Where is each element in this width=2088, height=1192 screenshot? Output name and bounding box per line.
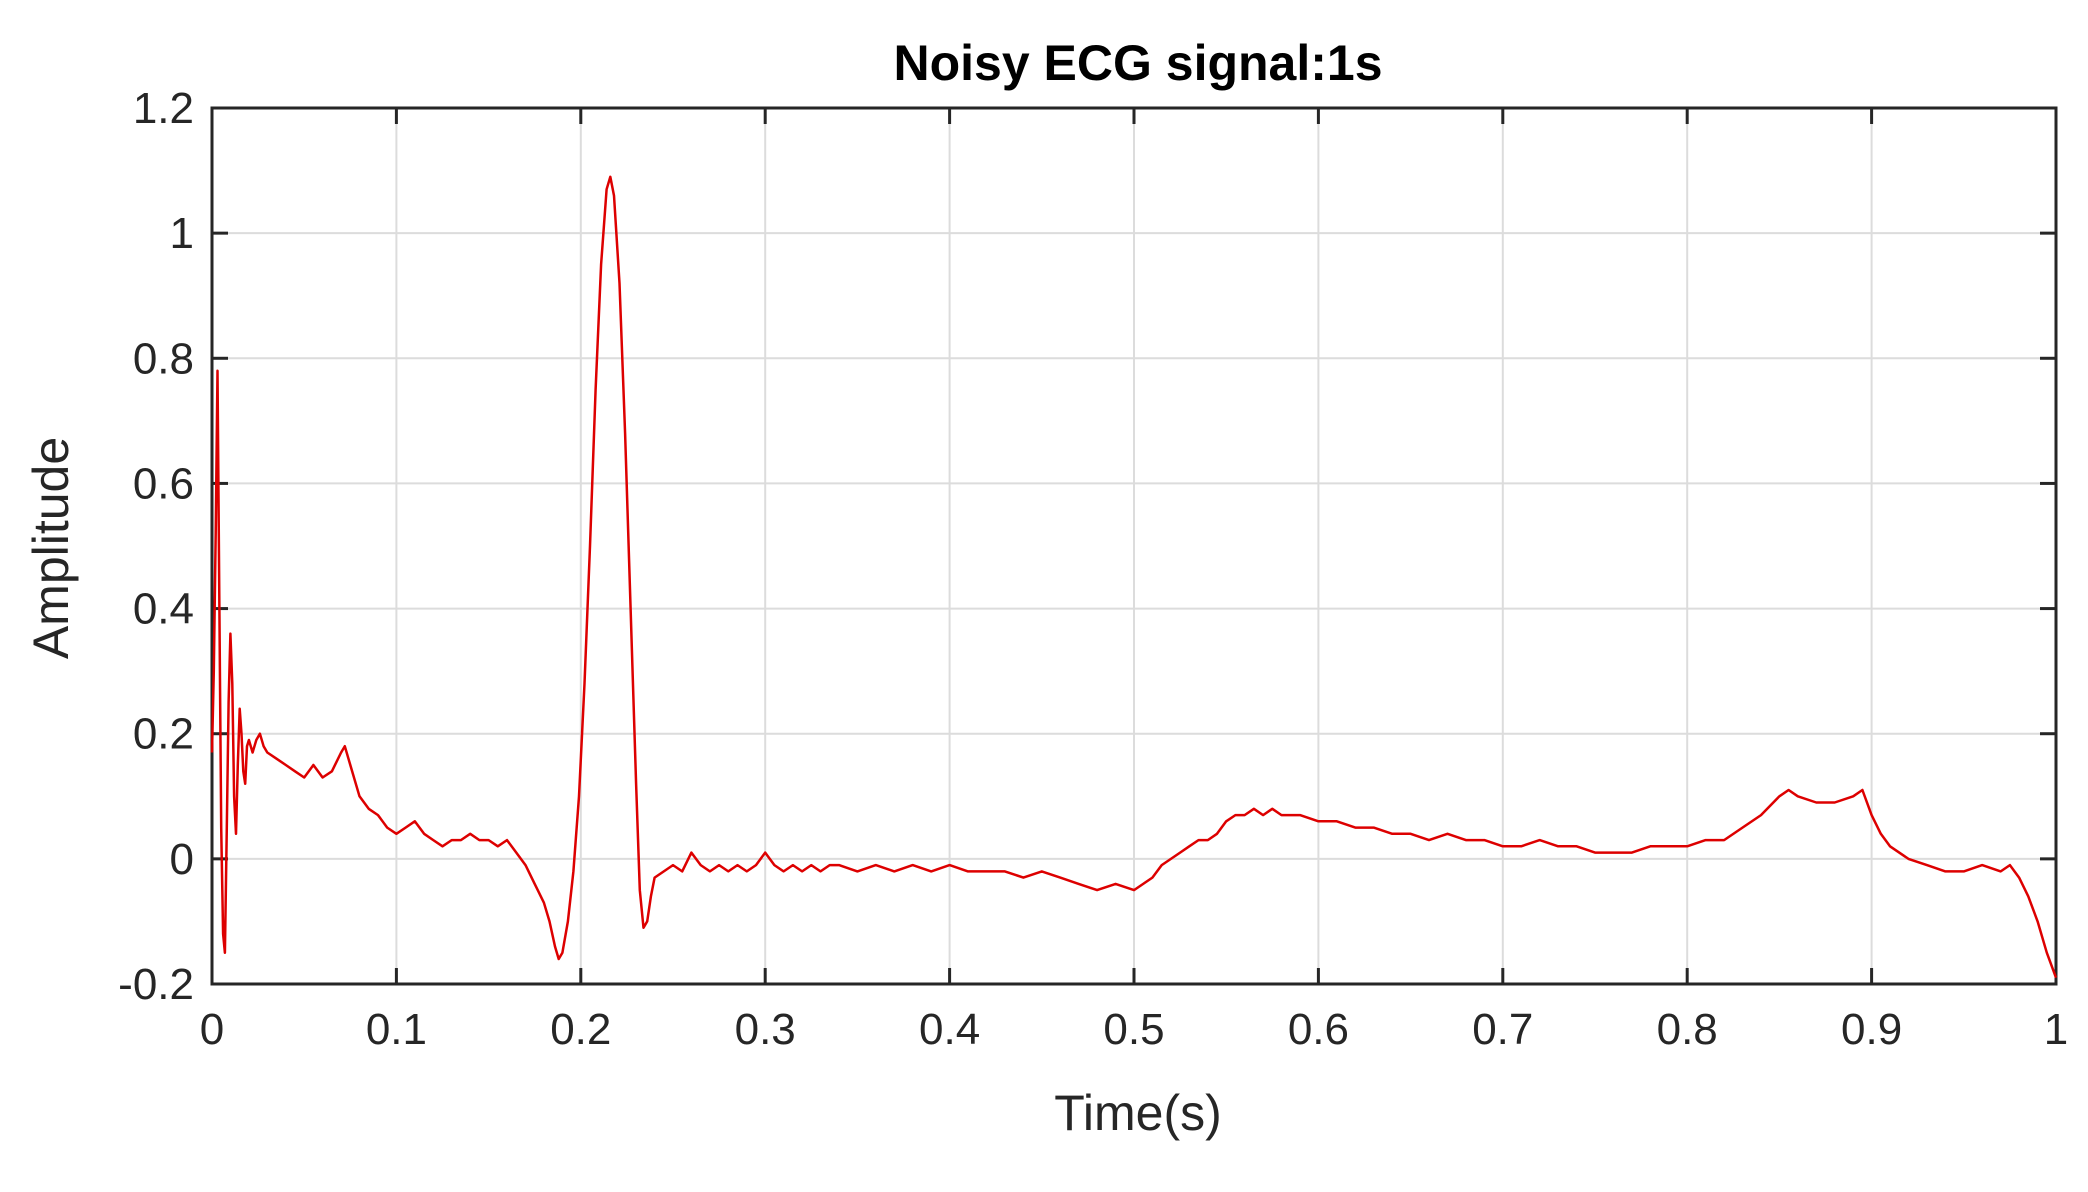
y-tick-label: 0.8 xyxy=(133,334,194,383)
x-tick-label: 0.1 xyxy=(366,1005,427,1054)
y-axis-label: Amplitude xyxy=(23,437,79,659)
y-tick-label: 0 xyxy=(170,835,194,884)
grid-lines xyxy=(211,107,2057,985)
x-tick-label: 0.8 xyxy=(1657,1005,1718,1054)
x-axis-label: Time(s) xyxy=(1054,1085,1222,1141)
y-tick-label: 0.2 xyxy=(133,710,194,759)
y-tick-label: 1 xyxy=(170,209,194,258)
x-tick-label: 0.6 xyxy=(1288,1005,1349,1054)
x-tick-label: 0.7 xyxy=(1472,1005,1533,1054)
y-tick-labels: -0.2 0 0.2 0.4 0.6 0.8 1 1.2 xyxy=(118,84,194,1009)
y-tick-label: 0.6 xyxy=(133,459,194,508)
x-tick-labels: 0 0.1 0.2 0.3 0.4 0.5 0.6 0.7 0.8 0.9 1 xyxy=(200,1005,2068,1054)
y-tick-label: 0.4 xyxy=(133,585,194,634)
x-tick-label: 1 xyxy=(2044,1005,2068,1054)
x-tick-label: 0.2 xyxy=(550,1005,611,1054)
y-tick-label: 1.2 xyxy=(133,84,194,133)
x-tick-label: 0.9 xyxy=(1841,1005,1902,1054)
x-tick-label: 0.3 xyxy=(735,1005,796,1054)
x-tick-label: 0.5 xyxy=(1103,1005,1164,1054)
ecg-series-line xyxy=(210,175,2058,979)
y-tick-label: -0.2 xyxy=(118,960,194,1009)
x-tick-label: 0 xyxy=(200,1005,224,1054)
chart-title: Noisy ECG signal:1s xyxy=(893,35,1382,91)
x-tick-label: 0.4 xyxy=(919,1005,980,1054)
